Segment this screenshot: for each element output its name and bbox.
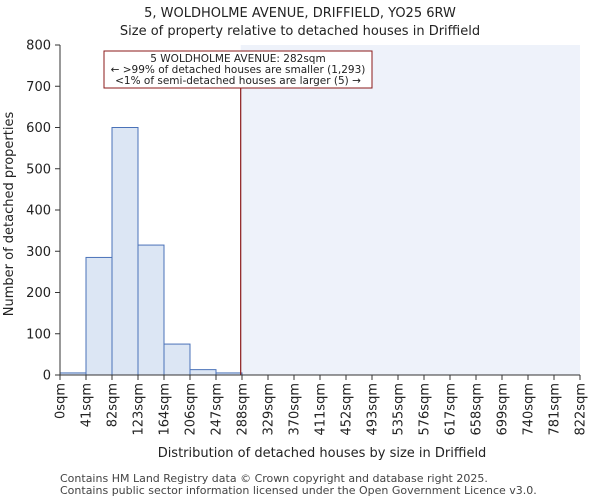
x-tick-label-576sqm: 576sqm [418,383,433,436]
y-tick-label-800: 800 [26,39,51,54]
x-tick-label-288sqm: 288sqm [236,383,251,436]
chart-title-line1: 5, WOLDHOLME AVENUE, DRIFFIELD, YO25 6RW [144,6,456,21]
y-tick-label-500: 500 [26,162,51,177]
footer-line1: Contains HM Land Registry data © Crown c… [60,472,488,485]
property-size-highlight-region [240,45,580,375]
y-tick-label-0: 0 [43,369,51,384]
x-tick-label-164sqm: 164sqm [158,383,173,436]
y-tick-label-100: 100 [26,327,51,342]
x-tick-label-535sqm: 535sqm [392,383,407,436]
x-ticks-group: 0sqm 41sqm 82sqm 123sqm 164sqm 206sqm 247sqm 28… [54,375,589,436]
x-tick-label-822sqm: 822sqm [574,383,589,436]
bar-123sqm [137,244,165,376]
bar-164sqm [163,343,191,376]
x-tick-label-123sqm: 123sqm [132,383,147,436]
x-tick-label-658sqm: 658sqm [470,383,485,436]
x-tick-label-0sqm: 0sqm [54,383,69,419]
bar-41sqm [85,256,113,376]
x-tick-label-617sqm: 617sqm [444,383,459,436]
annotation-box: 5 WOLDHOLME AVENUE: 282sqm ← >99% of det… [103,50,373,89]
annotation-line3: <1% of semi-detached houses are larger (… [115,75,361,87]
y-tick-label-700: 700 [26,80,51,95]
x-tick-label-206sqm: 206sqm [184,383,199,436]
x-tick-label-411sqm: 411sqm [314,383,329,436]
x-tick-label-41sqm: 41sqm [80,383,95,427]
x-tick-label-82sqm: 82sqm [106,383,121,427]
x-tick-label-493sqm: 493sqm [366,383,381,436]
y-tick-label-300: 300 [26,245,51,260]
annotation-line1: 5 WOLDHOLME AVENUE: 282sqm [150,53,325,65]
x-tick-label-329sqm: 329sqm [262,383,277,436]
y-tick-label-400: 400 [26,204,51,219]
y-tick-label-200: 200 [26,286,51,301]
x-tick-label-740sqm: 740sqm [522,383,537,436]
y-axis-label: Number of detached properties [2,112,17,317]
x-tick-label-699sqm: 699sqm [496,383,511,436]
bar-82sqm [111,127,139,376]
y-ticks-group: 0 100 200 300 400 500 600 700 800 [26,39,60,384]
x-tick-label-452sqm: 452sqm [340,383,355,436]
chart-title-line2: Size of property relative to detached ho… [120,24,480,39]
y-tick-label-600: 600 [26,121,51,136]
x-tick-label-247sqm: 247sqm [210,383,225,436]
annotation-line2: ← >99% of detached houses are smaller (1… [111,64,366,76]
footer-line2: Contains public sector information licen… [60,484,537,497]
annotation-border [103,50,373,89]
x-tick-label-370sqm: 370sqm [288,383,303,436]
bar-206sqm [189,369,217,376]
bars-group [59,127,243,376]
x-tick-label-781sqm: 781sqm [548,383,563,436]
x-axis-label: Distribution of detached houses by size … [158,446,487,461]
